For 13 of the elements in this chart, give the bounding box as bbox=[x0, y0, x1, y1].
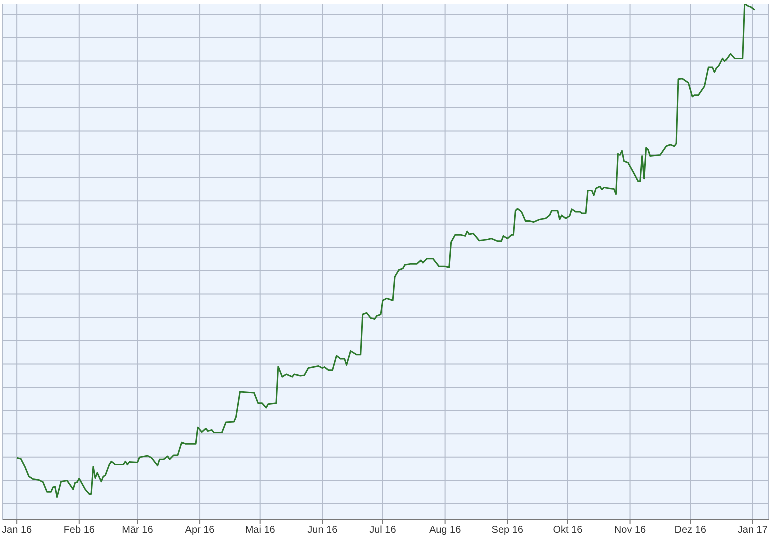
x-tick-label: Sep 16 bbox=[492, 525, 524, 536]
x-tick-label: Dez 16 bbox=[674, 525, 707, 536]
x-tick-label: Mär 16 bbox=[122, 525, 154, 536]
x-tick-label: Jun 16 bbox=[308, 525, 338, 536]
x-tick-label: Jan 17 bbox=[738, 525, 768, 536]
x-tick-label: Apr 16 bbox=[185, 525, 216, 536]
x-tick-label: Okt 16 bbox=[553, 525, 584, 536]
x-tick-label: Jan 16 bbox=[2, 525, 33, 536]
x-tick-label: Nov 16 bbox=[614, 525, 647, 536]
x-tick-label: Aug 16 bbox=[429, 525, 462, 536]
x-tick-label: Jul 16 bbox=[370, 525, 397, 536]
x-tick-label: Mai 16 bbox=[245, 525, 276, 536]
x-tick-label: Feb 16 bbox=[64, 525, 96, 536]
